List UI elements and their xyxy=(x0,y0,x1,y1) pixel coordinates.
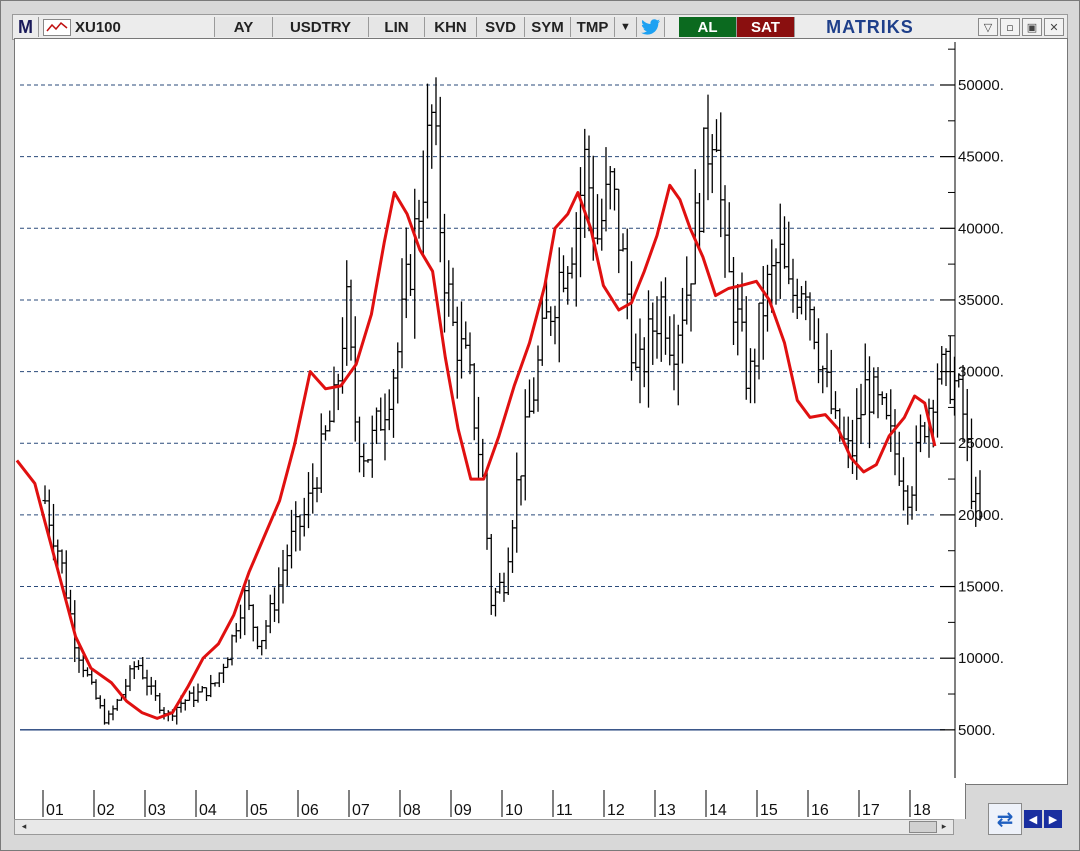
close-icon[interactable]: ✕ xyxy=(1044,18,1064,36)
sync-icon[interactable]: ⇄ xyxy=(988,803,1022,835)
x-axis-panel xyxy=(14,783,966,819)
period-button[interactable]: AY xyxy=(215,17,273,37)
dropdown-arrow-icon[interactable]: ▼ xyxy=(615,17,637,37)
chart-panel[interactable] xyxy=(14,38,1068,785)
scroll-left-icon[interactable]: ◂ xyxy=(21,822,27,832)
sell-button[interactable]: SAT xyxy=(737,17,795,37)
symbol-label: XU100 xyxy=(75,18,121,36)
scroll-thumb[interactable] xyxy=(909,821,937,833)
scroll-right-icon[interactable]: ▸ xyxy=(941,822,947,832)
buy-button[interactable]: AL xyxy=(679,17,737,37)
maximize-icon[interactable]: ▣ xyxy=(1022,18,1042,36)
sym-button[interactable]: SYM xyxy=(525,17,571,37)
matriks-m-logo: M xyxy=(13,17,39,37)
minimize-icon[interactable]: ▫ xyxy=(1000,18,1020,36)
khn-button[interactable]: KHN xyxy=(425,17,477,37)
chart-nav-controls: ⇄ ◀ ▶ xyxy=(988,803,1062,835)
nav-right-icon[interactable]: ▶ xyxy=(1044,810,1062,828)
linear-scale-button[interactable]: LIN xyxy=(369,17,425,37)
chart-toolbar: M XU100 AY USDTRY LIN KHN SVD SYM TMP ▼ … xyxy=(12,14,1068,40)
twitter-icon[interactable] xyxy=(637,17,665,37)
currency-button[interactable]: USDTRY xyxy=(273,17,369,37)
svd-button[interactable]: SVD xyxy=(477,17,525,37)
tmp-button[interactable]: TMP xyxy=(571,17,615,37)
nav-left-icon[interactable]: ◀ xyxy=(1024,810,1042,828)
matriks-brand-logo: MATRIKS xyxy=(826,16,914,37)
horizontal-scrollbar[interactable]: ◂ ▸ xyxy=(14,819,954,835)
mini-chart-icon xyxy=(43,18,71,36)
window-controls: ▽ ▫ ▣ ✕ xyxy=(978,18,1067,36)
collapse-icon[interactable]: ▽ xyxy=(978,18,998,36)
symbol-selector[interactable]: XU100 xyxy=(39,17,215,37)
